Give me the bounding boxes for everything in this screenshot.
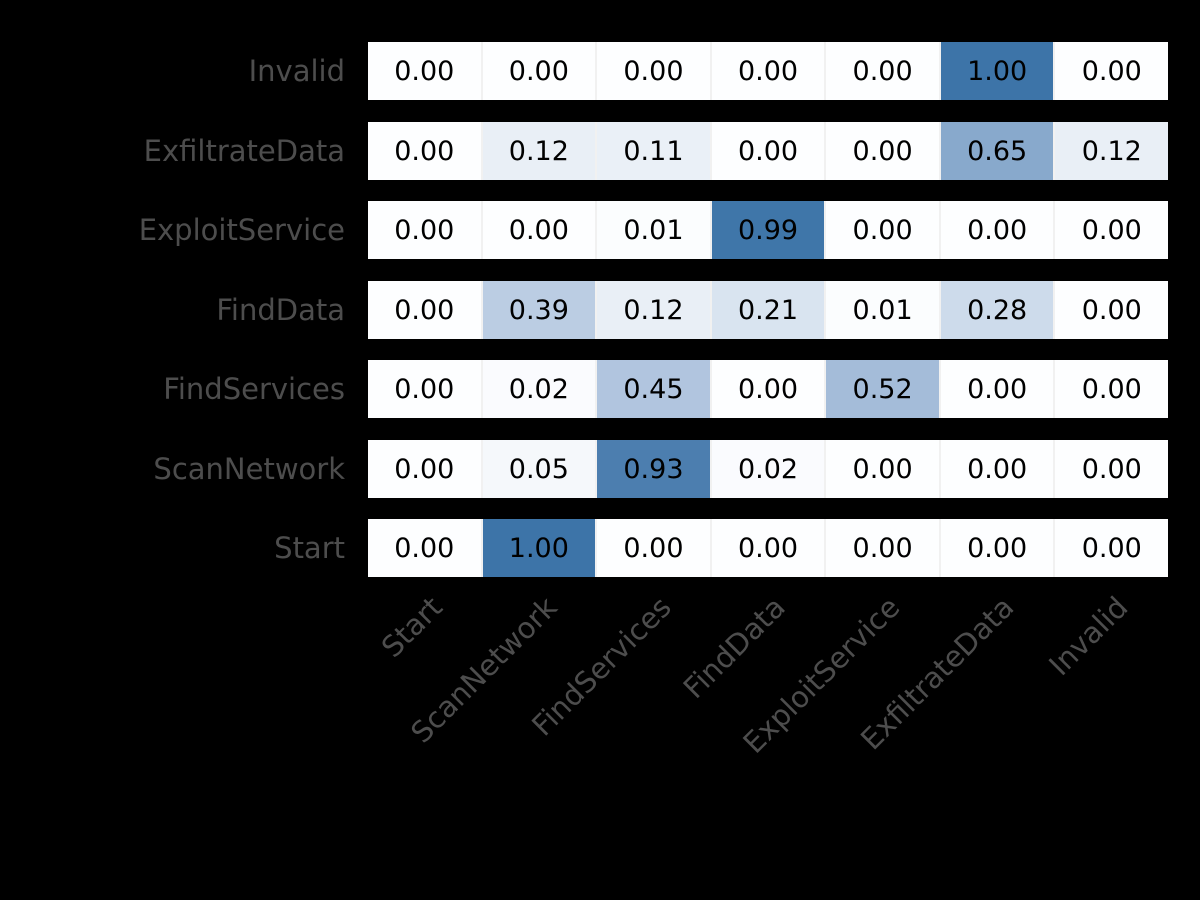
heatmap-cell: 0.01	[597, 201, 710, 259]
heatmap-cell: 1.00	[940, 42, 1054, 100]
heatmap-cell: 0.52	[826, 360, 939, 418]
heatmap-cell: 0.00	[1055, 281, 1169, 339]
heatmap-row: 0.00 0.00 0.01 0.99 0.00 0.00 0.00	[368, 201, 1169, 259]
heatmap-cell: 0.00	[368, 42, 481, 100]
heatmap-cell: 0.00	[368, 360, 481, 418]
y-tick-label: Start	[274, 531, 345, 565]
y-tick-label: ExfiltrateData	[143, 134, 345, 168]
heatmap-cell: 0.00	[368, 440, 481, 498]
heatmap-cell: 0.00	[368, 201, 481, 259]
heatmap-cell: 0.00	[940, 519, 1054, 577]
heatmap-cell: 0.00	[482, 42, 596, 100]
heatmap-cell: 0.00	[711, 519, 825, 577]
heatmap-cell: 0.00	[482, 201, 596, 259]
heatmap-cell: 0.00	[940, 360, 1054, 418]
heatmap-cell: 0.00	[368, 122, 481, 180]
heatmap-cell: 0.00	[826, 201, 939, 259]
x-tick-label: Start	[375, 590, 450, 665]
heatmap-row: 0.00 0.00 0.00 0.00 0.00 1.00 0.00	[368, 42, 1169, 100]
heatmap-cell: 0.28	[940, 281, 1054, 339]
heatmap-cell: 0.00	[1055, 201, 1169, 259]
x-tick-label: FindData	[677, 590, 793, 706]
heatmap-cell: 0.00	[711, 42, 825, 100]
heatmap-cell: 0.00	[940, 201, 1054, 259]
heatmap-cell: 0.12	[482, 122, 596, 180]
heatmap-cell: 0.00	[1055, 519, 1169, 577]
y-tick-label: Invalid	[248, 54, 345, 88]
heatmap-cell: 0.21	[711, 281, 825, 339]
heatmap-cell: 0.00	[597, 42, 710, 100]
y-tick-label: ExploitService	[138, 213, 345, 247]
heatmap-cell: 0.93	[597, 440, 710, 498]
heatmap-cell: 0.01	[826, 281, 939, 339]
heatmap-row: 0.00 0.02 0.45 0.00 0.52 0.00 0.00	[368, 360, 1169, 418]
y-tick-label: ScanNetwork	[153, 452, 345, 486]
heatmap-row: 0.00 0.39 0.12 0.21 0.01 0.28 0.00	[368, 281, 1169, 339]
heatmap-cell: 0.00	[1055, 440, 1169, 498]
heatmap-cell: 0.00	[711, 360, 825, 418]
y-tick-label: FindData	[216, 293, 345, 327]
heatmap-cell: 0.00	[711, 122, 825, 180]
heatmap-cell: 0.00	[1055, 360, 1169, 418]
heatmap-row: 0.00 0.12 0.11 0.00 0.00 0.65 0.12	[368, 122, 1169, 180]
heatmap-cell: 0.00	[368, 519, 481, 577]
y-tick-label: FindServices	[163, 372, 345, 406]
heatmap-cell: 0.05	[482, 440, 596, 498]
heatmap-cell: 0.00	[826, 440, 939, 498]
heatmap-cell: 0.99	[711, 201, 825, 259]
x-tick-label: Invalid	[1042, 590, 1135, 683]
heatmap-row: 0.00 1.00 0.00 0.00 0.00 0.00 0.00	[368, 519, 1169, 577]
heatmap-cell: 0.00	[368, 281, 481, 339]
heatmap-cell: 0.00	[597, 519, 710, 577]
heatmap-cell: 0.00	[826, 42, 939, 100]
heatmap-row: 0.00 0.05 0.93 0.02 0.00 0.00 0.00	[368, 440, 1169, 498]
heatmap-cell: 0.39	[482, 281, 596, 339]
heatmap-cell: 0.12	[597, 281, 710, 339]
heatmap-cell: 0.00	[826, 519, 939, 577]
heatmap-cell: 0.02	[711, 440, 825, 498]
heatmap-cell: 0.00	[1055, 42, 1169, 100]
heatmap-cell: 0.02	[482, 360, 596, 418]
heatmap-cell: 0.12	[1055, 122, 1169, 180]
heatmap-cell: 1.00	[482, 519, 596, 577]
heatmap-cell: 0.00	[826, 122, 939, 180]
heatmap-cell: 0.65	[940, 122, 1054, 180]
heatmap-cell: 0.00	[940, 440, 1054, 498]
heatmap-cell: 0.11	[597, 122, 710, 180]
heatmap-cell: 0.45	[597, 360, 710, 418]
